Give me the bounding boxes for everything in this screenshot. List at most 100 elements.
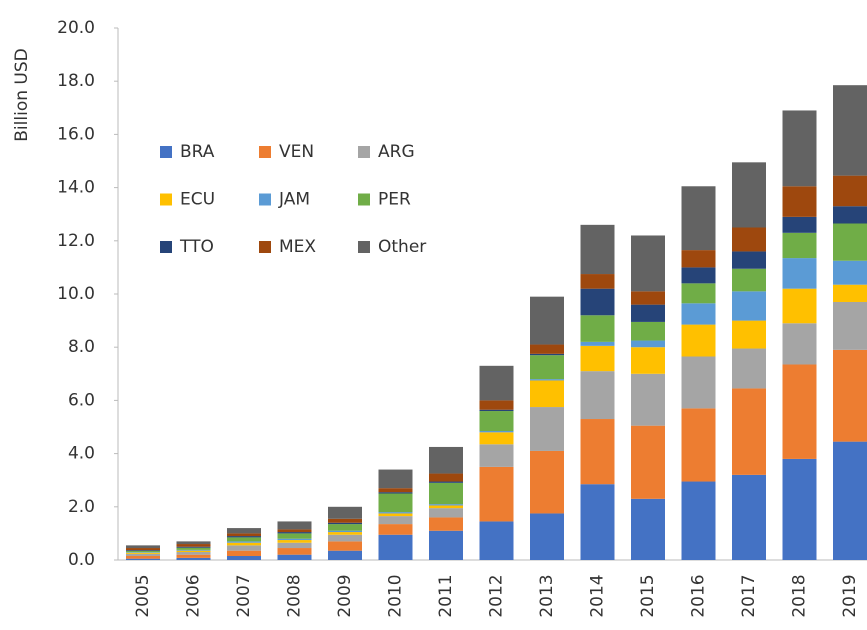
- bar-segment: [530, 379, 564, 381]
- bar-segment: [681, 250, 716, 268]
- x-tick-label: 2016: [689, 574, 709, 617]
- y-tick-label: 2.0: [68, 497, 95, 517]
- bar-segment: [429, 530, 463, 560]
- bar-segment: [429, 482, 463, 505]
- bar-segment: [277, 554, 312, 560]
- bar-segment: [328, 506, 362, 519]
- bar-segment: [833, 301, 867, 350]
- bar-segment: [681, 356, 716, 409]
- bar-segment: [429, 505, 463, 509]
- x-tick-label: 2017: [739, 574, 759, 617]
- legend-label: BRA: [180, 142, 215, 162]
- bar-segment: [833, 284, 867, 302]
- legend-swatch: [358, 193, 370, 206]
- bar-segment: [378, 469, 413, 489]
- bar-segment: [681, 267, 716, 284]
- bar-segment: [328, 532, 362, 535]
- bar-segment: [631, 321, 665, 341]
- legend-swatch: [358, 146, 370, 158]
- bar-segment: [782, 323, 817, 365]
- bar-segment: [126, 545, 160, 549]
- bar-segment: [782, 232, 817, 259]
- y-tick-label: 4.0: [68, 444, 95, 464]
- bar-segment: [227, 545, 261, 551]
- bar-segment: [530, 344, 564, 354]
- bar-segment: [530, 353, 564, 356]
- legend-swatch: [259, 193, 271, 206]
- bar-segment: [530, 380, 564, 408]
- bar-segment: [277, 540, 312, 543]
- bar-segment: [530, 296, 564, 345]
- bar-segment: [580, 274, 615, 289]
- bar-segment: [631, 425, 665, 499]
- bar-segment: [580, 371, 615, 420]
- bar-segment: [378, 516, 413, 525]
- bar-segment: [429, 481, 463, 483]
- bar-segment: [479, 521, 514, 560]
- bar-segment: [782, 458, 817, 560]
- bar-segment: [732, 474, 766, 560]
- bar-segment: [530, 355, 564, 380]
- bar-segment: [732, 320, 766, 349]
- x-tick-label: 2009: [335, 574, 355, 617]
- legend-label: JAM: [278, 190, 310, 210]
- bar-segment: [681, 481, 716, 560]
- bar-segment: [378, 534, 413, 560]
- bar-segment: [176, 547, 211, 550]
- bar-segment: [732, 251, 766, 269]
- bar-segment: [833, 349, 867, 442]
- bar-segment: [126, 552, 160, 554]
- legend-label: TTO: [179, 237, 214, 257]
- bar-segment: [176, 541, 211, 545]
- bar-segment: [782, 364, 817, 459]
- bar-segment: [580, 345, 615, 372]
- legend-label: Other: [378, 237, 426, 257]
- bar-segment: [277, 542, 312, 549]
- bar-segment: [732, 388, 766, 475]
- y-tick-label: 12.0: [57, 231, 95, 251]
- y-tick-label: 20.0: [57, 18, 95, 38]
- bar-segment: [833, 223, 867, 261]
- bar-segment: [782, 258, 817, 289]
- bar-segment: [429, 446, 463, 474]
- bar-segment: [227, 556, 261, 560]
- bar-segment: [429, 473, 463, 482]
- bar-segment: [126, 552, 160, 553]
- legend-swatch: [160, 241, 172, 253]
- bar-segment: [227, 537, 261, 542]
- bar-segment: [833, 441, 867, 560]
- legend-swatch: [259, 146, 271, 158]
- x-tick-label: 2005: [133, 574, 153, 617]
- x-tick-label: 2013: [537, 574, 557, 617]
- bar-segment: [631, 347, 665, 374]
- bar-segment: [479, 411, 514, 431]
- bar-segment: [631, 373, 665, 426]
- bar-segment: [580, 224, 615, 275]
- bar-segment: [227, 550, 261, 557]
- y-tick-label: 8.0: [68, 337, 95, 357]
- x-tick-label: 2007: [234, 574, 254, 617]
- bar-segment: [580, 288, 615, 316]
- bar-segment: [782, 288, 817, 324]
- legend-label: ECU: [180, 190, 215, 210]
- bar-segment: [479, 365, 514, 401]
- x-tick-label: 2012: [487, 574, 507, 617]
- bar-segment: [530, 450, 564, 514]
- bar-segment: [580, 484, 615, 560]
- bar-segment: [176, 550, 211, 553]
- bar-segment: [176, 544, 211, 547]
- bar-segment: [681, 408, 716, 482]
- bar-segment: [732, 162, 766, 228]
- y-tick-label: 6.0: [68, 390, 95, 410]
- bar-segment: [378, 492, 413, 494]
- bar-segment: [277, 533, 312, 539]
- legend-label: VEN: [279, 142, 314, 162]
- x-tick-label: 2011: [436, 574, 456, 617]
- bar-segment: [429, 504, 463, 506]
- bar-segment: [782, 186, 817, 217]
- y-tick-label: 10.0: [57, 284, 95, 304]
- bar-segment: [833, 206, 867, 224]
- y-tick-label: 16.0: [57, 124, 95, 144]
- legend-swatch: [259, 241, 271, 253]
